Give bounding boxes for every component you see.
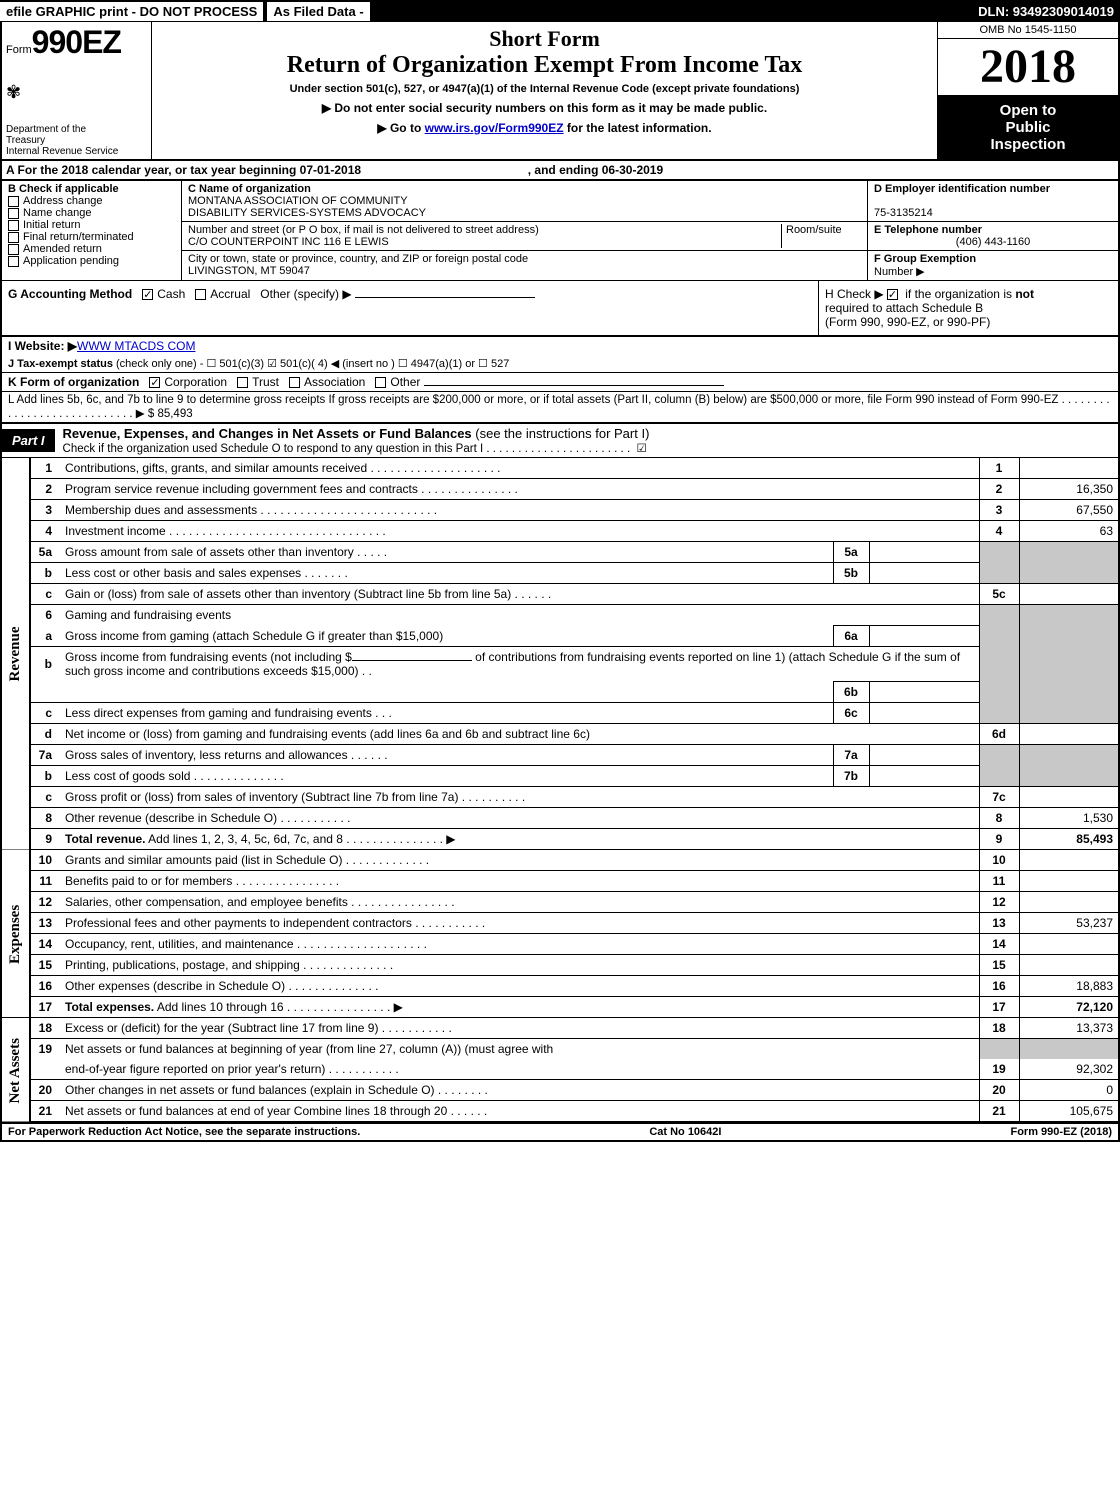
form-number: Form990EZ [6, 24, 147, 61]
row-a-tax-year: A For the 2018 calendar year, or tax yea… [0, 161, 1120, 181]
omb-number: OMB No 1545-1150 [938, 22, 1118, 39]
row-i-website: I Website: ▶WWW MTACDS COM [0, 337, 1120, 355]
form-footer-label: Form 990-EZ (2018) [1010, 1126, 1112, 1138]
dln-label: DLN: 93492309014019 [972, 2, 1120, 21]
chk-initial-return[interactable] [8, 220, 19, 231]
cat-no: Cat No 10642I [649, 1126, 721, 1138]
efile-label: efile GRAPHIC print - DO NOT PROCESS [0, 2, 263, 21]
row-l-gross-receipts: L Add lines 5b, 6c, and 7b to line 9 to … [0, 392, 1120, 424]
row-h-check: H Check ▶ if the organization is not req… [818, 281, 1118, 335]
row-g-accounting: G Accounting Method Cash Accrual Other (… [2, 281, 818, 335]
short-form-title: Short Form [160, 26, 929, 52]
asfiled-label: As Filed Data - [267, 2, 369, 21]
col-b-checkboxes: B Check if applicable Address change Nam… [2, 181, 182, 280]
irs-link[interactable]: www.irs.gov/Form990EZ [425, 121, 564, 135]
website-link[interactable]: WWW MTACDS COM [77, 339, 195, 353]
do-not-enter: ▶ Do not enter social security numbers o… [160, 101, 929, 115]
col-d-ids: D Employer identification number 75-3135… [868, 181, 1118, 280]
row-k-form-org: K Form of organization Corporation Trust… [0, 373, 1120, 392]
chk-association[interactable] [289, 377, 300, 388]
chk-h[interactable] [887, 289, 898, 300]
chk-corporation[interactable] [149, 377, 160, 388]
chk-accrual[interactable] [195, 289, 206, 300]
side-revenue: Revenue [1, 458, 30, 850]
paperwork-notice: For Paperwork Reduction Act Notice, see … [8, 1126, 360, 1138]
part-1-tab: Part I [2, 429, 55, 452]
goto-link-line: ▶ Go to www.irs.gov/Form990EZ for the la… [160, 121, 929, 135]
chk-final-return[interactable] [8, 232, 19, 243]
tax-year: 2018 [938, 39, 1118, 96]
chk-amended-return[interactable] [8, 244, 19, 255]
side-net-assets: Net Assets [1, 1018, 30, 1123]
side-expenses: Expenses [1, 850, 30, 1018]
top-bar: efile GRAPHIC print - DO NOT PROCESS As … [0, 0, 1120, 22]
chk-trust[interactable] [237, 377, 248, 388]
return-title: Return of Organization Exempt From Incom… [160, 52, 929, 79]
chk-address-change[interactable] [8, 196, 19, 207]
col-c-org-info: C Name of organization MONTANA ASSOCIATI… [182, 181, 868, 280]
part-1-header: Part I Revenue, Expenses, and Changes in… [0, 424, 1120, 458]
chk-other-org[interactable] [375, 377, 386, 388]
row-j-tax-exempt: J Tax-exempt status (check only one) - ☐… [0, 355, 1120, 373]
page-footer: For Paperwork Reduction Act Notice, see … [0, 1123, 1120, 1142]
part-1-table: Revenue 1 Contributions, gifts, grants, … [0, 458, 1120, 1123]
department-label: Department of the Treasury Internal Reve… [6, 124, 147, 157]
chk-application-pending[interactable] [8, 256, 19, 267]
under-section: Under section 501(c), 527, or 4947(a)(1)… [160, 83, 929, 95]
form-header: Form990EZ ✾ Department of the Treasury I… [0, 22, 1120, 161]
chk-cash[interactable] [142, 289, 153, 300]
open-inspection: Open to Public Inspection [938, 96, 1118, 159]
chk-name-change[interactable] [8, 208, 19, 219]
